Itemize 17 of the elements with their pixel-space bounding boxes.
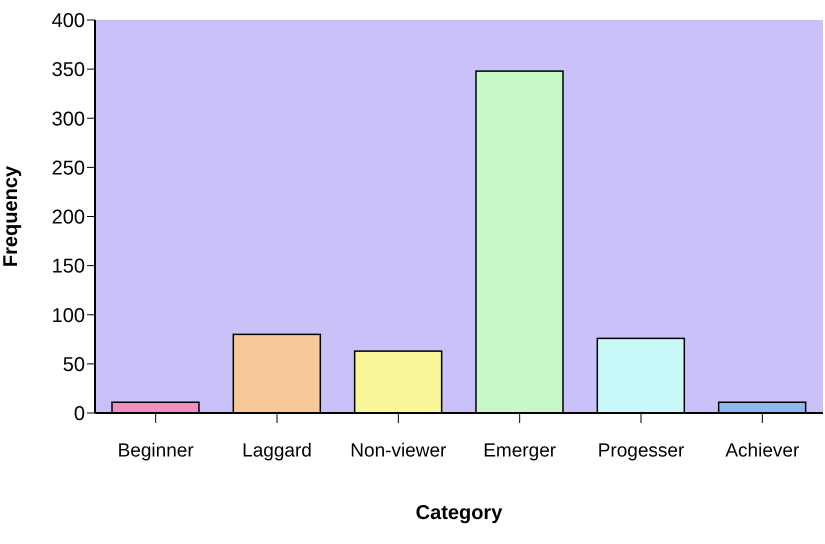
x-tick-label: Laggard: [242, 440, 312, 462]
y-tick-label: 350: [52, 59, 85, 82]
y-tick-label: 150: [52, 256, 85, 278]
x-tick-label: Achiever: [725, 440, 800, 462]
y-tick-label: 100: [52, 304, 85, 327]
y-tick-label: 50: [62, 354, 85, 376]
x-tick-label: Emerger: [483, 440, 557, 462]
y-tick-label: 200: [52, 206, 85, 229]
x-axis-title: Category: [416, 502, 504, 524]
y-tick-label: 400: [52, 10, 85, 32]
y-tick-label: 0: [74, 403, 85, 426]
y-tick-label: 300: [52, 108, 85, 130]
x-tick-label: Non-viewer: [350, 440, 448, 462]
x-tick-label: Progesser: [598, 440, 685, 462]
x-tick-label: Beginner: [118, 440, 194, 462]
y-tick-label: 250: [52, 157, 85, 180]
y-axis-title: Frequency: [0, 165, 22, 268]
